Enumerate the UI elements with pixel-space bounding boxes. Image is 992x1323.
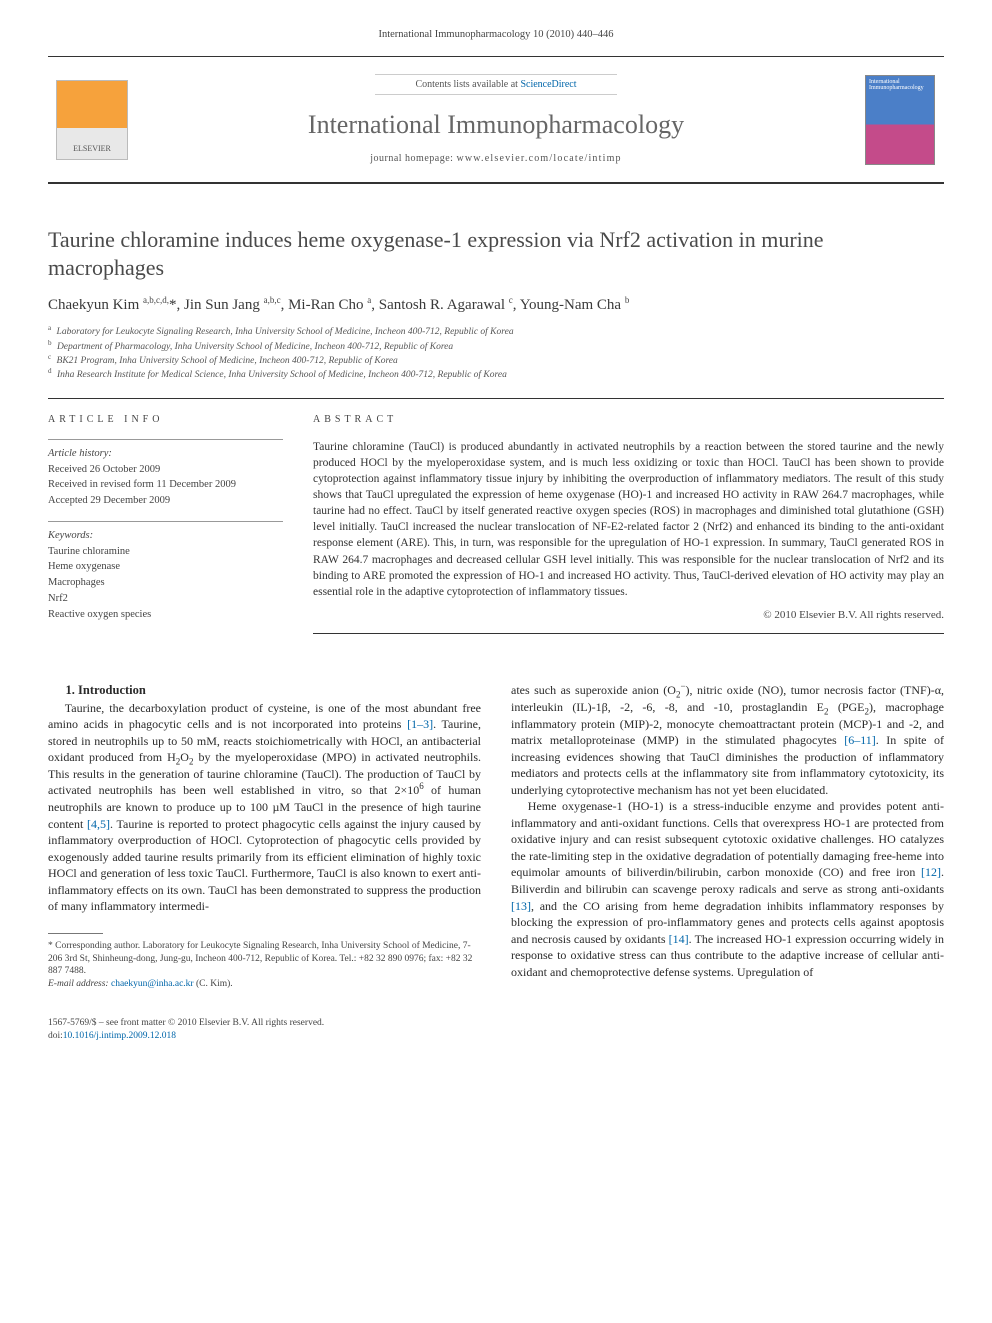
- abstract-text: Taurine chloramine (TauCl) is produced a…: [313, 439, 944, 600]
- journal-masthead: ELSEVIER Contents lists available at Sci…: [48, 56, 944, 184]
- corr-author-text: * Corresponding author. Laboratory for L…: [48, 940, 481, 978]
- body-col-right: ates such as superoxide anion (O2−), nit…: [511, 682, 944, 1042]
- front-matter-line: 1567-5769/$ – see front matter © 2010 El…: [48, 1017, 481, 1030]
- footnote-rule: [48, 933, 103, 934]
- author-list: Chaekyun Kim a,b,c,d,*, Jin Sun Jang a,b…: [48, 295, 944, 315]
- corr-author-email-line: E-mail address: chaekyun@inha.ac.kr (C. …: [48, 978, 481, 991]
- intro-paragraph-1: Taurine, the decarboxylation product of …: [48, 700, 481, 915]
- keyword-item: Taurine chloramine: [48, 544, 283, 560]
- keywords-block: Keywords: Taurine chloramineHeme oxygena…: [48, 521, 283, 623]
- keyword-item: Heme oxygenase: [48, 559, 283, 575]
- journal-homepage-line: journal homepage: www.elsevier.com/locat…: [370, 152, 622, 166]
- corresponding-author-footnote: * Corresponding author. Laboratory for L…: [48, 940, 481, 991]
- article-history-title: Article history:: [48, 446, 283, 462]
- sciencedirect-link[interactable]: ScienceDirect: [520, 79, 576, 90]
- keyword-item: Nrf2: [48, 591, 283, 607]
- contents-available-line: Contents lists available at ScienceDirec…: [375, 74, 616, 96]
- abstract-rule: [313, 633, 944, 634]
- keyword-item: Reactive oxygen species: [48, 607, 283, 623]
- journal-cover-slot: International Immunopharmacology: [856, 57, 944, 182]
- history-line: Received 26 October 2009: [48, 462, 283, 478]
- affiliation-list: a Laboratory for Leukocyte Signaling Res…: [48, 325, 944, 382]
- affiliation-item: c BK21 Program, Inha University School o…: [48, 354, 944, 368]
- abstract-heading: ABSTRACT: [313, 413, 944, 427]
- publisher-logo-slot: ELSEVIER: [48, 57, 136, 182]
- doi-block: 1567-5769/$ – see front matter © 2010 El…: [48, 1017, 481, 1043]
- email-label: E-mail address:: [48, 979, 111, 989]
- affiliation-item: b Department of Pharmacology, Inha Unive…: [48, 340, 944, 354]
- intro-paragraph-2: Heme oxygenase-1 (HO-1) is a stress-indu…: [511, 798, 944, 980]
- intro-paragraph-1-cont: ates such as superoxide anion (O2−), nit…: [511, 682, 944, 798]
- keyword-item: Macrophages: [48, 575, 283, 591]
- journal-name: International Immunopharmacology: [308, 107, 684, 142]
- section-heading-intro: 1. Introduction: [48, 682, 481, 699]
- homepage-label: journal homepage:: [370, 153, 456, 164]
- body-col-left: 1. Introduction Taurine, the decarboxyla…: [48, 682, 481, 1042]
- info-abstract-row: ARTICLE INFO Article history: Received 2…: [48, 398, 944, 634]
- doi-prefix: doi:: [48, 1031, 63, 1041]
- article-info-column: ARTICLE INFO Article history: Received 2…: [48, 413, 283, 634]
- abstract-copyright: © 2010 Elsevier B.V. All rights reserved…: [313, 608, 944, 623]
- body-two-column: 1. Introduction Taurine, the decarboxyla…: [48, 682, 944, 1042]
- elsevier-logo-icon: ELSEVIER: [56, 80, 128, 160]
- affiliation-item: a Laboratory for Leukocyte Signaling Res…: [48, 325, 944, 339]
- abstract-column: ABSTRACT Taurine chloramine (TauCl) is p…: [313, 413, 944, 634]
- homepage-url[interactable]: www.elsevier.com/locate/intimp: [456, 153, 621, 164]
- doi-line: doi:10.1016/j.intimp.2009.12.018: [48, 1030, 481, 1043]
- keywords-title: Keywords:: [48, 528, 283, 544]
- article-title: Taurine chloramine induces heme oxygenas…: [48, 226, 944, 281]
- history-line: Accepted 29 December 2009: [48, 493, 283, 509]
- doi-link[interactable]: 10.1016/j.intimp.2009.12.018: [63, 1031, 176, 1041]
- article-header: Taurine chloramine induces heme oxygenas…: [48, 226, 944, 382]
- affiliation-item: d Inha Research Institute for Medical Sc…: [48, 368, 944, 382]
- article-info-heading: ARTICLE INFO: [48, 413, 283, 427]
- masthead-center: Contents lists available at ScienceDirec…: [136, 57, 856, 182]
- article-history-block: Article history: Received 26 October 200…: [48, 439, 283, 509]
- running-head: International Immunopharmacology 10 (201…: [48, 28, 944, 42]
- email-link[interactable]: chaekyun@inha.ac.kr: [111, 979, 194, 989]
- history-line: Received in revised form 11 December 200…: [48, 477, 283, 493]
- contents-prefix: Contents lists available at: [415, 79, 520, 90]
- journal-cover-icon: International Immunopharmacology: [865, 75, 935, 165]
- email-suffix: (C. Kim).: [194, 979, 233, 989]
